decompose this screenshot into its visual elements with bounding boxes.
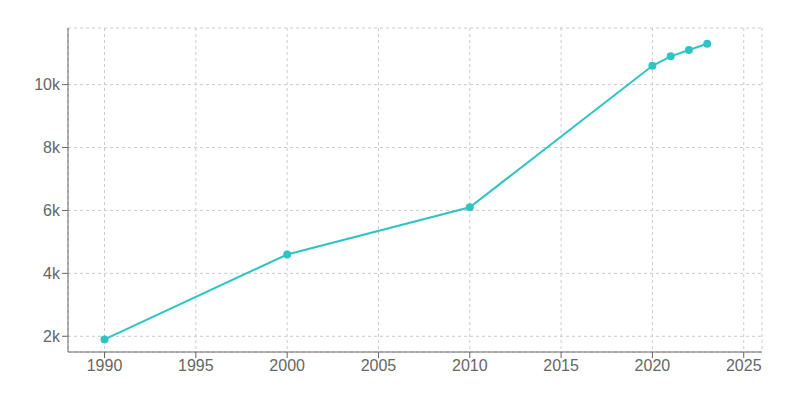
svg-text:1990: 1990 bbox=[87, 357, 123, 374]
svg-text:2000: 2000 bbox=[269, 357, 305, 374]
svg-text:4k: 4k bbox=[43, 265, 61, 282]
svg-text:8k: 8k bbox=[43, 139, 61, 156]
svg-text:2010: 2010 bbox=[452, 357, 488, 374]
svg-text:1995: 1995 bbox=[178, 357, 214, 374]
svg-text:2020: 2020 bbox=[635, 357, 671, 374]
svg-text:2005: 2005 bbox=[361, 357, 397, 374]
svg-text:2k: 2k bbox=[43, 328, 61, 345]
svg-text:10k: 10k bbox=[34, 76, 61, 93]
svg-text:2025: 2025 bbox=[726, 357, 762, 374]
svg-text:6k: 6k bbox=[43, 202, 61, 219]
svg-text:2015: 2015 bbox=[543, 357, 579, 374]
